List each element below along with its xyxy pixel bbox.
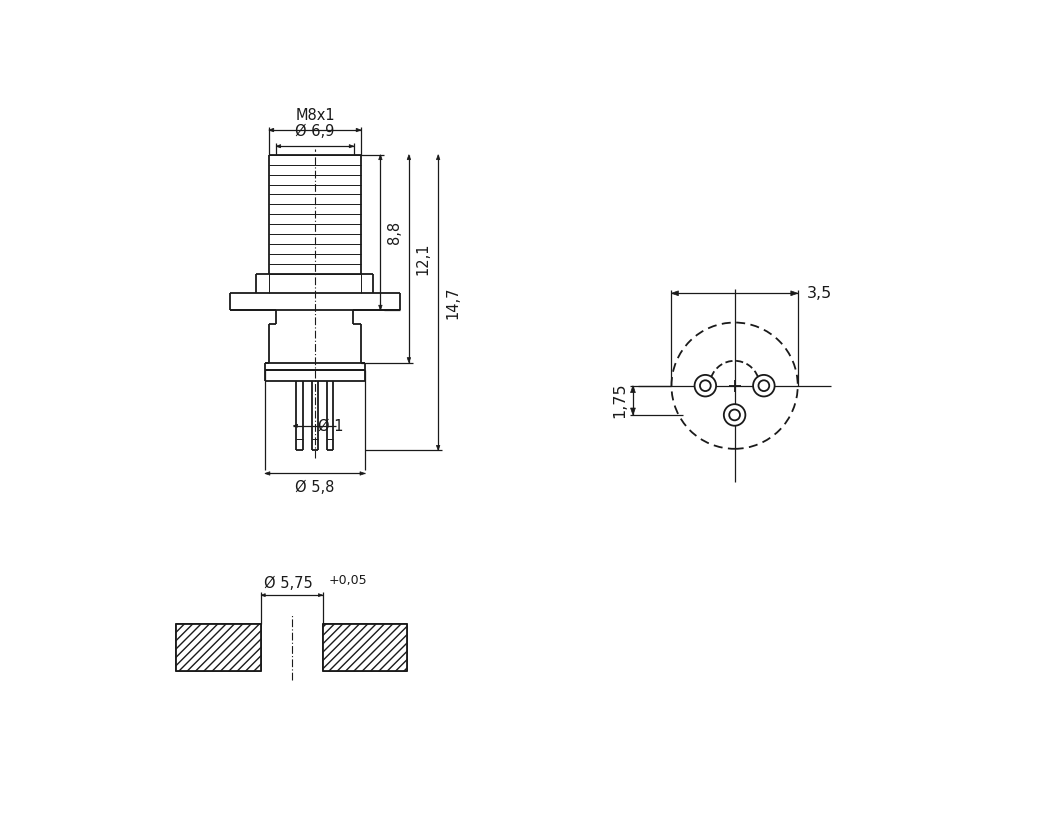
- Polygon shape: [407, 155, 411, 160]
- Polygon shape: [672, 291, 678, 296]
- Polygon shape: [261, 594, 265, 596]
- Text: Ø 6,9: Ø 6,9: [295, 124, 334, 139]
- Polygon shape: [378, 305, 383, 310]
- Polygon shape: [790, 291, 798, 296]
- Text: Ø 1: Ø 1: [318, 418, 344, 433]
- Polygon shape: [436, 155, 440, 160]
- Circle shape: [729, 409, 740, 420]
- Text: 8,8: 8,8: [388, 221, 403, 244]
- Polygon shape: [360, 471, 365, 476]
- Polygon shape: [293, 424, 297, 428]
- Text: +0,05: +0,05: [329, 575, 368, 587]
- Polygon shape: [349, 145, 354, 148]
- Circle shape: [700, 380, 710, 391]
- Text: 1,75: 1,75: [613, 383, 627, 418]
- Polygon shape: [436, 446, 440, 451]
- Text: Ø 5,75: Ø 5,75: [264, 576, 312, 590]
- Bar: [177, 624, 261, 671]
- Polygon shape: [318, 594, 323, 596]
- Circle shape: [759, 380, 769, 391]
- Text: M8x1: M8x1: [295, 108, 335, 123]
- Polygon shape: [276, 145, 281, 148]
- Text: 12,1: 12,1: [416, 242, 431, 275]
- Text: Ø 5,8: Ø 5,8: [295, 480, 334, 495]
- Polygon shape: [631, 408, 636, 415]
- Text: 14,7: 14,7: [445, 286, 460, 318]
- Bar: [323, 624, 408, 671]
- Polygon shape: [265, 471, 270, 476]
- Circle shape: [695, 375, 716, 396]
- Circle shape: [754, 375, 775, 396]
- Text: 3,5: 3,5: [807, 286, 832, 301]
- Polygon shape: [356, 128, 362, 131]
- Polygon shape: [378, 155, 383, 160]
- Polygon shape: [269, 128, 273, 131]
- Circle shape: [724, 404, 745, 426]
- Polygon shape: [631, 385, 636, 393]
- Polygon shape: [407, 357, 411, 362]
